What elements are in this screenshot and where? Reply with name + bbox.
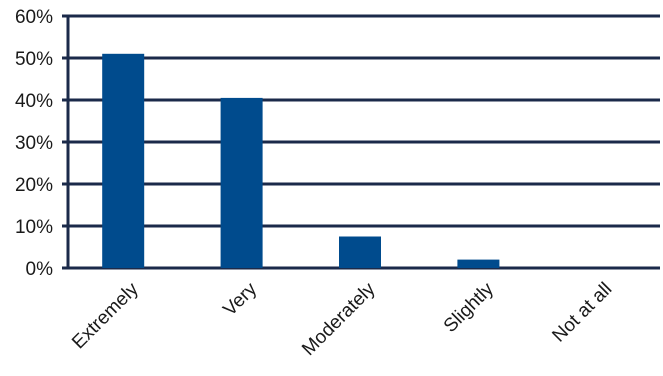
bar-very — [220, 97, 263, 269]
x-category-label: Very — [219, 278, 261, 320]
y-tick-label: 20% — [15, 175, 53, 196]
gridlines — [62, 14, 660, 270]
x-category-label: Moderately — [298, 278, 380, 360]
y-tick-label: 60% — [15, 7, 53, 28]
y-tick-label: 30% — [15, 133, 53, 154]
y-tick-label: 50% — [15, 49, 53, 70]
x-axis-category-labels: Extremely Very Moderately Slightly Not at al… — [68, 278, 616, 360]
y-axis-tick-labels: 0% 10% 20% 30% 40% 50% 60% — [15, 7, 53, 280]
x-category-label: Not at all — [548, 279, 616, 347]
x-category-label: Slightly — [440, 278, 499, 337]
bars — [102, 53, 500, 269]
y-tick-label: 10% — [15, 217, 53, 238]
bar-extremely — [102, 53, 145, 268]
x-category-label: Extremely — [68, 278, 143, 353]
y-tick-label: 40% — [15, 91, 53, 112]
bar-slightly — [457, 259, 500, 268]
y-tick-label: 0% — [26, 259, 54, 280]
bar-moderately — [339, 236, 381, 268]
